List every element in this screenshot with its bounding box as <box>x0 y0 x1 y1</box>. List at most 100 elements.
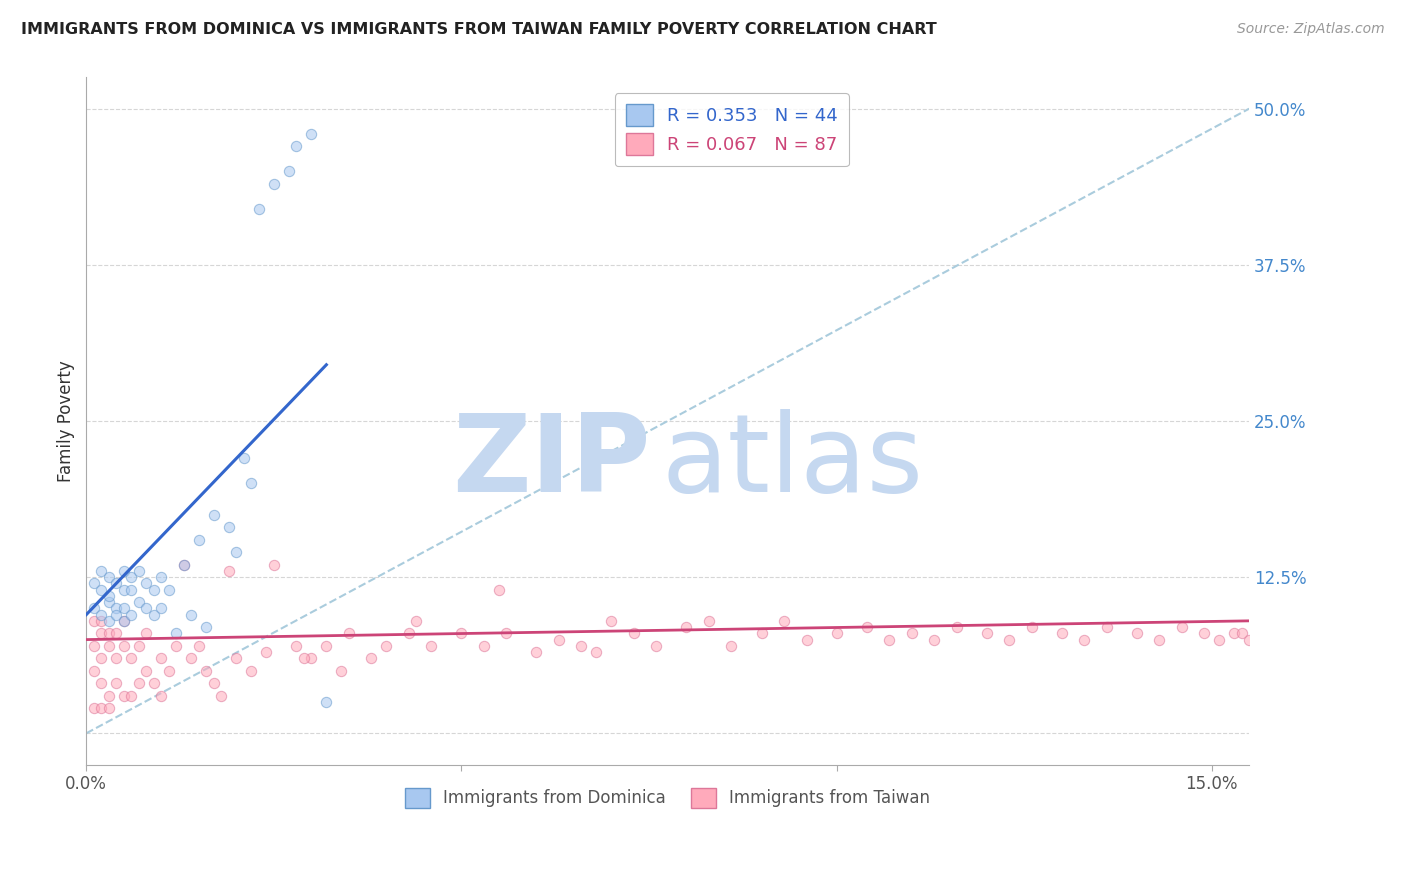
Point <box>600 614 623 628</box>
Point <box>1170 620 1192 634</box>
Point <box>135 576 157 591</box>
Point <box>247 202 270 216</box>
Point <box>472 639 495 653</box>
Point <box>299 127 322 141</box>
Point <box>112 564 135 578</box>
Point <box>112 614 135 628</box>
Point <box>83 639 105 653</box>
Point <box>142 676 165 690</box>
Point <box>1050 626 1073 640</box>
Point <box>165 639 187 653</box>
Point <box>330 664 353 678</box>
Point <box>526 645 548 659</box>
Point <box>105 651 128 665</box>
Point <box>83 701 105 715</box>
Point <box>218 520 240 534</box>
Point <box>375 639 398 653</box>
Point <box>299 651 322 665</box>
Point <box>105 626 128 640</box>
Point <box>1208 632 1230 647</box>
Point <box>120 607 142 622</box>
Point <box>360 651 382 665</box>
Point <box>83 576 105 591</box>
Point <box>398 626 420 640</box>
Point <box>180 651 202 665</box>
Point <box>120 651 142 665</box>
Point <box>285 639 308 653</box>
Text: IMMIGRANTS FROM DOMINICA VS IMMIGRANTS FROM TAIWAN FAMILY POVERTY CORRELATION CH: IMMIGRANTS FROM DOMINICA VS IMMIGRANTS F… <box>21 22 936 37</box>
Y-axis label: Family Poverty: Family Poverty <box>58 360 75 482</box>
Point <box>97 639 120 653</box>
Point <box>232 451 254 466</box>
Point <box>128 595 150 609</box>
Point <box>105 676 128 690</box>
Point <box>105 601 128 615</box>
Point <box>157 664 180 678</box>
Point <box>254 645 277 659</box>
Point <box>97 701 120 715</box>
Point <box>1237 632 1260 647</box>
Point <box>976 626 998 640</box>
Point <box>495 626 517 640</box>
Point <box>697 614 720 628</box>
Point <box>337 626 360 640</box>
Point <box>225 651 247 665</box>
Point <box>97 614 120 628</box>
Point <box>90 626 112 640</box>
Point <box>120 582 142 597</box>
Point <box>195 620 218 634</box>
Point <box>240 476 263 491</box>
Legend: Immigrants from Dominica, Immigrants from Taiwan: Immigrants from Dominica, Immigrants fro… <box>398 780 936 814</box>
Point <box>128 639 150 653</box>
Point <box>83 664 105 678</box>
Point <box>135 626 157 640</box>
Point <box>405 614 427 628</box>
Point <box>263 558 285 572</box>
Point <box>202 676 225 690</box>
Point <box>548 632 571 647</box>
Point <box>90 614 112 628</box>
Point <box>83 601 105 615</box>
Point <box>90 651 112 665</box>
Point <box>90 676 112 690</box>
Point <box>150 601 173 615</box>
Point <box>195 664 218 678</box>
Point <box>97 689 120 703</box>
Point <box>292 651 315 665</box>
Point <box>488 582 510 597</box>
Point <box>1147 632 1170 647</box>
Point <box>1095 620 1118 634</box>
Point <box>675 620 697 634</box>
Point <box>450 626 472 640</box>
Point <box>1125 626 1147 640</box>
Point <box>645 639 668 653</box>
Point <box>97 595 120 609</box>
Point <box>90 582 112 597</box>
Point <box>922 632 945 647</box>
Point <box>112 582 135 597</box>
Point <box>825 626 848 640</box>
Point <box>218 564 240 578</box>
Point <box>157 582 180 597</box>
Point <box>225 545 247 559</box>
Point <box>773 614 796 628</box>
Point <box>83 614 105 628</box>
Point <box>90 564 112 578</box>
Point <box>128 676 150 690</box>
Point <box>112 601 135 615</box>
Point <box>1073 632 1095 647</box>
Text: atlas: atlas <box>662 409 924 516</box>
Point <box>135 664 157 678</box>
Point <box>1021 620 1043 634</box>
Point <box>187 533 209 547</box>
Point <box>1192 626 1215 640</box>
Point <box>173 558 195 572</box>
Point <box>165 626 187 640</box>
Point <box>202 508 225 522</box>
Point <box>585 645 607 659</box>
Point <box>900 626 922 640</box>
Point <box>120 570 142 584</box>
Point <box>135 601 157 615</box>
Point <box>105 607 128 622</box>
Text: ZIP: ZIP <box>451 409 651 516</box>
